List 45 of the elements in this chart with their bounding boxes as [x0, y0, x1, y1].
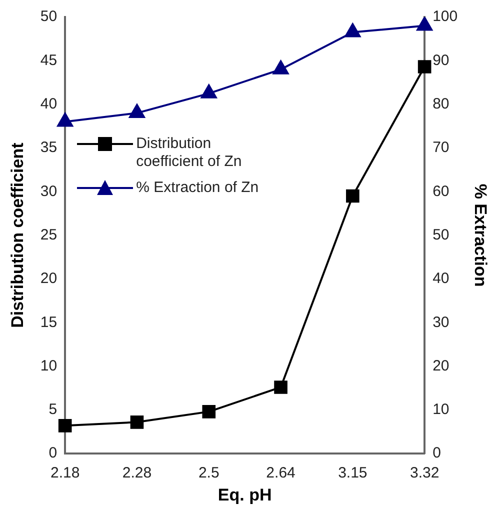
- y2-tick-label: 100: [432, 8, 458, 26]
- x-tick-label: 3.15: [338, 464, 368, 482]
- y-tick-label: 25: [40, 226, 58, 244]
- y2-tick-label: 80: [432, 95, 450, 112]
- y2-tick-label: 30: [432, 314, 450, 331]
- point: [57, 112, 74, 127]
- y2-tick-label: 40: [432, 270, 450, 288]
- legend-label: % Extraction of Zn: [136, 178, 260, 197]
- point: [274, 380, 288, 394]
- y-tick-label: 35: [40, 139, 58, 156]
- x-tick-label: 2.28: [122, 464, 152, 482]
- point: [346, 189, 360, 203]
- y-tick-label: 50: [40, 8, 58, 26]
- point: [416, 17, 432, 31]
- y-tick-label: 15: [40, 314, 58, 331]
- point: [344, 23, 361, 38]
- y2-tick-label: 70: [432, 139, 450, 156]
- point: [418, 60, 432, 74]
- y-tick-label: 0: [48, 444, 58, 462]
- legend-label: Distribution coefficient of Zn: [136, 134, 243, 171]
- x-axis-title: Eq. pH: [218, 485, 272, 504]
- x-tick-label: 2.18: [50, 464, 80, 482]
- y2-tick-label: 60: [432, 182, 450, 200]
- y2-tick-label: 10: [432, 401, 450, 418]
- x-tick-label: 2.5: [198, 464, 220, 482]
- y-axis-title: Distribution coefficient: [8, 142, 27, 328]
- point: [130, 416, 144, 429]
- y-tick-label: 10: [40, 357, 58, 374]
- y2-tick-label: 20: [432, 357, 450, 374]
- point: [200, 84, 217, 98]
- y2-tick-label: 50: [432, 226, 450, 244]
- y2-tick-label: 0: [432, 444, 441, 462]
- point: [272, 60, 289, 74]
- y2-tick-label: 90: [432, 52, 450, 69]
- point: [129, 104, 145, 118]
- point: [58, 419, 72, 432]
- y-tick-label: 20: [40, 270, 58, 288]
- y-tick-label: 40: [40, 95, 58, 112]
- x-tick-label: 2.64: [266, 464, 296, 482]
- y-tick-label: 30: [40, 182, 58, 200]
- x-tick-label: 3.32: [410, 464, 440, 482]
- y2-axis-title: % Extraction: [471, 184, 490, 287]
- point: [202, 405, 216, 418]
- y-tick-label: 5: [48, 401, 58, 418]
- y-tick-label: 45: [40, 52, 58, 69]
